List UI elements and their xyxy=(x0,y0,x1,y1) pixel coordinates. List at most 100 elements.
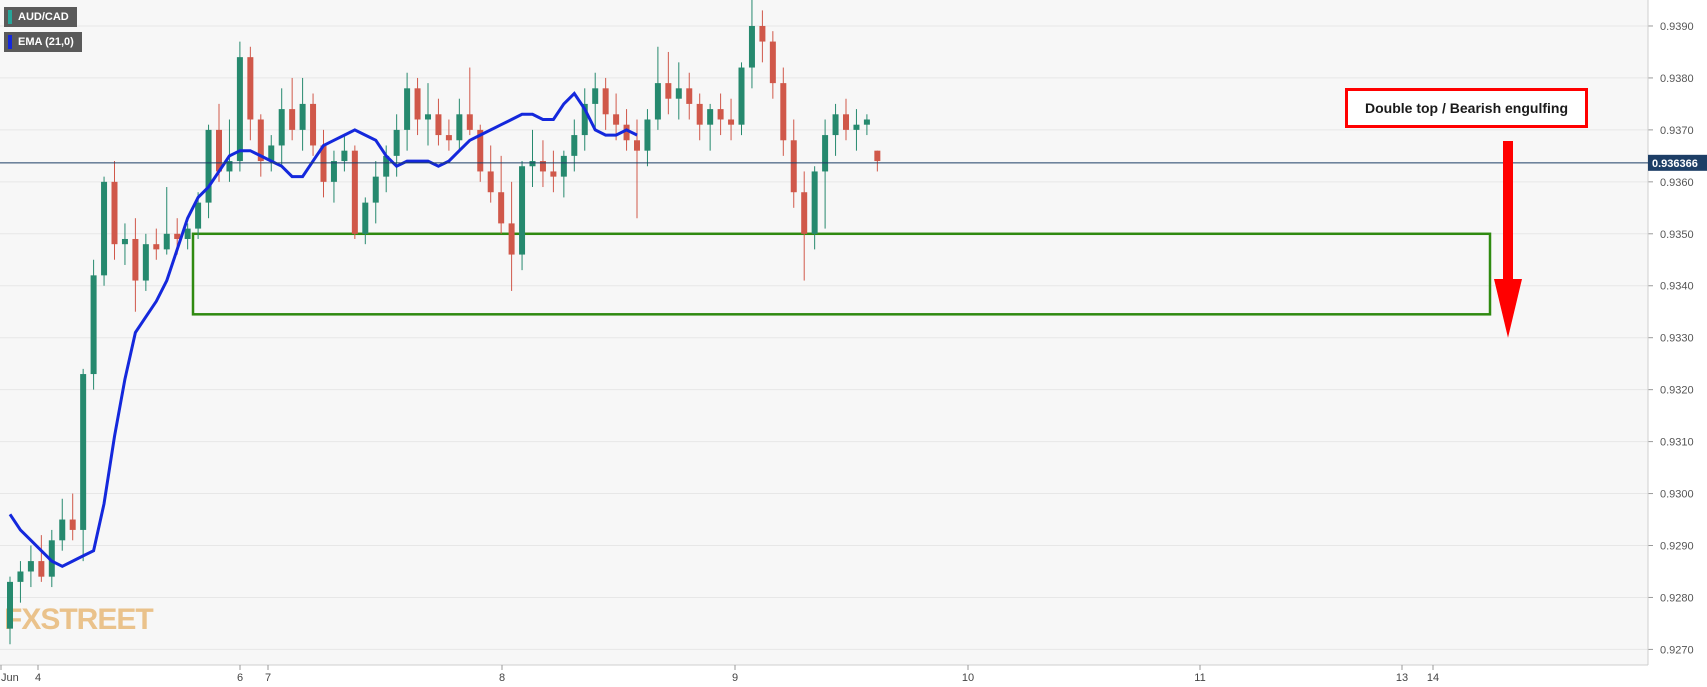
y-tick-label: 0.9300 xyxy=(1660,489,1694,501)
candle-body xyxy=(226,161,233,172)
annotation-text: Double top / Bearish engulfing xyxy=(1365,100,1568,116)
candle-body xyxy=(466,114,473,130)
current-price-line: 0.936366 xyxy=(0,154,1707,171)
x-tick-label: 9 xyxy=(732,672,738,684)
candle-body xyxy=(519,166,526,255)
candle-body xyxy=(487,171,494,193)
candle-body xyxy=(759,25,766,42)
x-tick-label: 14 xyxy=(1427,672,1439,684)
ema-line xyxy=(8,91,638,568)
candle-body xyxy=(393,129,400,156)
candle-body xyxy=(477,129,484,172)
candle-body xyxy=(822,135,829,172)
candle-body xyxy=(299,103,306,130)
candle-body xyxy=(414,88,421,120)
y-tick-label: 0.9360 xyxy=(1660,177,1694,189)
candle-body xyxy=(132,238,139,281)
candle-body xyxy=(581,103,588,136)
candle-body xyxy=(874,150,881,162)
candle-body xyxy=(80,374,87,530)
candle-body xyxy=(738,67,745,125)
ema-swatch xyxy=(8,35,12,49)
candle-body xyxy=(832,114,839,136)
x-tick-label: 10 xyxy=(962,672,974,684)
candle-body xyxy=(853,124,860,130)
x-tick-label: 7 xyxy=(265,672,271,684)
symbol-swatch xyxy=(8,10,12,24)
candle-body xyxy=(707,109,714,125)
y-tick-label: 0.9390 xyxy=(1660,21,1694,33)
candle-body xyxy=(216,129,222,172)
candle-body xyxy=(195,202,202,229)
x-tick-label: 8 xyxy=(499,672,505,684)
candle-body xyxy=(508,223,515,255)
candle-body xyxy=(445,135,452,141)
candle-body xyxy=(456,114,463,141)
ema-legend[interactable]: EMA (21,0) xyxy=(4,32,82,52)
y-tick-label: 0.9370 xyxy=(1660,125,1694,137)
candle-body xyxy=(90,275,97,375)
candle-body xyxy=(592,88,599,104)
x-axis: Jun 4 6 7 8 9 10 11 13 14 xyxy=(0,665,1439,684)
candle-body xyxy=(602,88,609,115)
x-tick-label: Jun xyxy=(1,672,19,684)
candle-body xyxy=(425,114,431,120)
symbol-legend[interactable]: AUD/CAD xyxy=(4,7,77,27)
candle-body xyxy=(790,140,797,193)
arrow-head xyxy=(1494,279,1522,338)
candles xyxy=(7,0,881,645)
candle-body xyxy=(383,155,390,177)
y-tick-label: 0.9280 xyxy=(1660,592,1694,604)
candle-body xyxy=(665,83,672,99)
candle-body xyxy=(59,519,66,541)
candle-body xyxy=(341,150,348,162)
x-tick-label: 4 xyxy=(35,672,41,684)
candle-body xyxy=(404,88,411,130)
candle-body xyxy=(717,109,724,120)
candle-body xyxy=(153,244,160,250)
candle-body xyxy=(748,25,755,68)
candle-body xyxy=(247,57,254,120)
candle-body xyxy=(435,114,442,136)
candle-body xyxy=(48,540,55,577)
fxstreet-watermark: FXSTREET xyxy=(4,603,153,636)
candle-body xyxy=(811,171,818,234)
candle-body xyxy=(623,124,630,141)
price-label-bg xyxy=(1648,154,1707,171)
candle-body xyxy=(174,233,181,239)
y-tick-label: 0.9320 xyxy=(1660,385,1694,397)
down-arrow xyxy=(1494,141,1522,338)
candle-body xyxy=(7,581,13,629)
candle-body xyxy=(236,57,243,162)
candle-body xyxy=(550,171,557,177)
candle-body xyxy=(801,192,808,234)
arrow-shaft xyxy=(1503,141,1513,279)
candle-body xyxy=(38,561,45,577)
candle-body xyxy=(205,129,212,203)
candle-body xyxy=(571,135,578,156)
candle-body xyxy=(644,119,651,151)
ema-label: EMA (21,0) xyxy=(18,36,74,48)
price-label: 0.936366 xyxy=(1652,158,1698,170)
candle-body xyxy=(351,150,358,234)
y-tick-label: 0.9310 xyxy=(1660,437,1694,449)
candle-body xyxy=(769,41,776,84)
candle-body xyxy=(163,233,170,250)
candle-body xyxy=(529,161,536,167)
candle-body xyxy=(843,114,849,130)
candle-body xyxy=(310,103,317,146)
candle-body xyxy=(560,155,567,177)
x-tick-label: 13 xyxy=(1396,672,1408,684)
candle-body xyxy=(696,103,703,125)
candle-body xyxy=(268,145,275,162)
candle-body xyxy=(257,119,264,162)
x-tick-label: 11 xyxy=(1194,672,1205,684)
candle-body xyxy=(362,202,369,234)
candle-body xyxy=(101,181,108,276)
candle-body xyxy=(686,88,693,104)
candle-body xyxy=(320,145,327,182)
support-zone xyxy=(191,232,1492,316)
candle-body xyxy=(372,176,379,203)
pattern-annotation: Double top / Bearish engulfing xyxy=(1345,88,1588,128)
candle-body xyxy=(69,519,76,530)
